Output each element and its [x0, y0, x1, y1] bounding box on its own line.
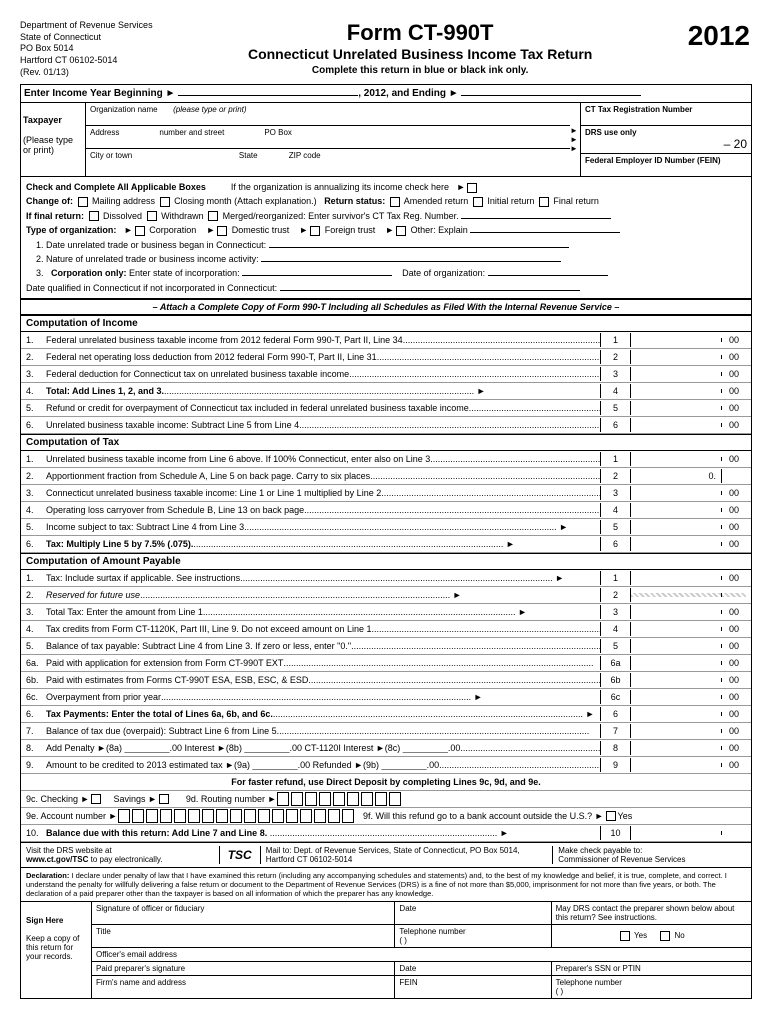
line-row: 7.Balance of tax due (overpaid): Subtrac…	[21, 723, 751, 740]
line-row: 3.Connecticut unrelated business taxable…	[21, 485, 751, 502]
form-header: Department of Revenue Services State of …	[20, 20, 750, 79]
tax-header: Computation of Tax	[21, 434, 751, 451]
attach-notice: – Attach a Complete Copy of Form 990-T I…	[21, 299, 751, 315]
withdrawn-checkbox[interactable]	[147, 211, 157, 221]
line-row: 5.Income subject to tax: Subtract Line 4…	[21, 519, 751, 536]
closing-checkbox[interactable]	[160, 197, 170, 207]
outside-us-checkbox[interactable]	[606, 811, 616, 821]
line-row: 4.Tax credits from Form CT-1120K, Part I…	[21, 621, 751, 638]
payable-header: Computation of Amount Payable	[21, 553, 751, 570]
year: 2012	[688, 20, 750, 52]
preparer-yes-checkbox[interactable]	[620, 931, 630, 941]
checkbox-section: Check and Complete All Applicable Boxes …	[21, 177, 751, 299]
foreign-checkbox[interactable]	[310, 226, 320, 236]
preparer-no-checkbox[interactable]	[660, 931, 670, 941]
taxpayer-section: Taxpayer (Please type or print) Organiza…	[21, 103, 751, 177]
line-row: 5.Refund or credit for overpayment of Co…	[21, 400, 751, 417]
line-row: 3.Federal deduction for Connecticut tax …	[21, 366, 751, 383]
line-row: 3.Total Tax: Enter the amount from Line …	[21, 604, 751, 621]
line-row: 6c.Overpayment from prior year .........…	[21, 689, 751, 706]
form-title: Connecticut Unrelated Business Income Ta…	[153, 46, 688, 62]
line-row: 6.Tax: Multiply Line 5 by 7.5% (.075). .…	[21, 536, 751, 553]
line-10: 10. Balance due with this return: Add Li…	[21, 825, 751, 842]
corp-checkbox[interactable]	[135, 226, 145, 236]
line-row: 5.Balance of tax payable: Subtract Line …	[21, 638, 751, 655]
footer-info: Visit the DRS website at www.ct.gov/TSC …	[21, 842, 751, 867]
form-code: Form CT-990T	[153, 20, 688, 46]
final-checkbox[interactable]	[539, 197, 549, 207]
mailing-checkbox[interactable]	[78, 197, 88, 207]
dept-address: Department of Revenue Services State of …	[20, 20, 153, 78]
line-row: 6.Unrelated business taxable income: Sub…	[21, 417, 751, 434]
sign-section: Sign Here Keep a copy of this return for…	[21, 901, 751, 998]
annualize-checkbox[interactable]	[467, 183, 477, 193]
line-row: 1.Tax: Include surtax if applicable. See…	[21, 570, 751, 587]
domestic-checkbox[interactable]	[217, 226, 227, 236]
line-row: 8.Add Penalty ►(8a) _________.00 Interes…	[21, 740, 751, 757]
line-row: 1.Federal unrelated business taxable inc…	[21, 332, 751, 349]
amended-checkbox[interactable]	[390, 197, 400, 207]
line-9c: 9c. Checking ► Savings ► 9d. Routing num…	[21, 791, 751, 808]
line-9e: 9e. Account number ► 9f. Will this refun…	[21, 808, 751, 825]
line-row: 2.Reserved for future use ..............…	[21, 587, 751, 604]
instruction: Complete this return in blue or black in…	[153, 65, 688, 76]
line-row: 2.Apportionment fraction from Schedule A…	[21, 468, 751, 485]
line-row: 1.Unrelated business taxable income from…	[21, 451, 751, 468]
other-checkbox[interactable]	[396, 226, 406, 236]
dissolved-checkbox[interactable]	[89, 211, 99, 221]
line-row: 6a.Paid with application for extension f…	[21, 655, 751, 672]
line-row: 4.Operating loss carryover from Schedule…	[21, 502, 751, 519]
checking-checkbox[interactable]	[91, 794, 101, 804]
deposit-header: For faster refund, use Direct Deposit by…	[21, 774, 751, 791]
income-header: Computation of Income	[21, 315, 751, 332]
line-row: 6b.Paid with estimates from Forms CT-990…	[21, 672, 751, 689]
initial-checkbox[interactable]	[473, 197, 483, 207]
savings-checkbox[interactable]	[159, 794, 169, 804]
income-year-row: Enter Income Year Beginning ► , 2012, an…	[21, 85, 751, 103]
declaration: Declaration: I declare under penalty of …	[21, 867, 751, 901]
merged-checkbox[interactable]	[208, 211, 218, 221]
line-row: 6.Tax Payments: Enter the total of Lines…	[21, 706, 751, 723]
line-row: 9.Amount to be credited to 2013 estimate…	[21, 757, 751, 774]
line-row: 4.Total: Add Lines 1, 2, and 3. ........…	[21, 383, 751, 400]
line-row: 2.Federal net operating loss deduction f…	[21, 349, 751, 366]
